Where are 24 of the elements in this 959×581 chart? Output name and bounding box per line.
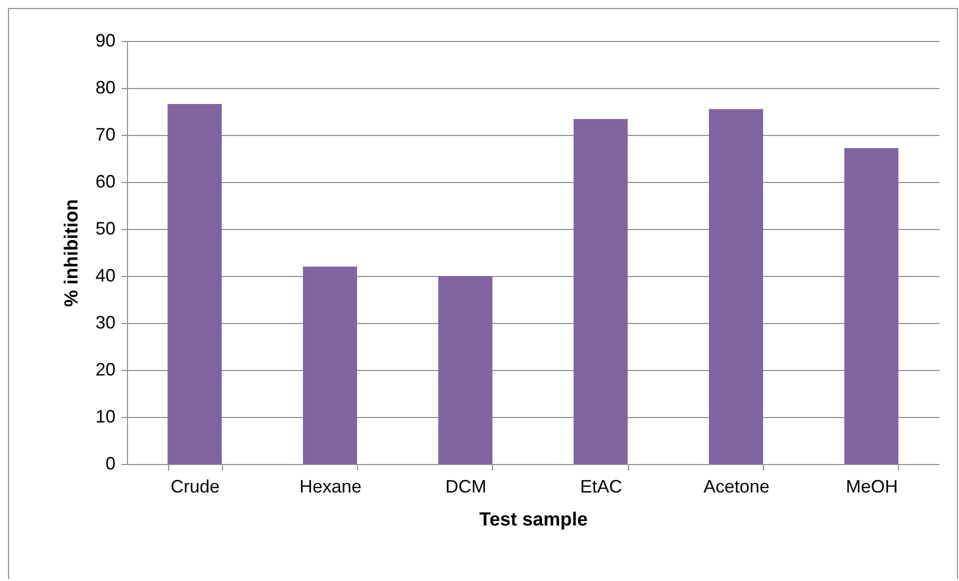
y-tick-label: 30 <box>95 312 116 332</box>
x-tick-label: Hexane <box>299 476 362 496</box>
x-tick-label: MeOH <box>846 476 898 496</box>
bar <box>168 104 222 464</box>
x-tick-label: Crude <box>170 476 220 496</box>
y-tick-label: 80 <box>95 78 116 98</box>
y-tick-label: 90 <box>95 30 116 50</box>
y-tick-label: 70 <box>95 124 116 144</box>
bar <box>574 119 628 464</box>
bar <box>302 266 358 464</box>
x-axis-title: Test sample <box>479 510 588 530</box>
y-tick-label: 20 <box>95 360 116 380</box>
x-tick-label: DCM <box>445 476 486 496</box>
bar <box>708 109 764 464</box>
y-tick-label: 10 <box>95 406 116 426</box>
bar <box>844 148 898 464</box>
x-tick-label: Acetone <box>703 476 770 496</box>
y-tick-label: 0 <box>105 454 116 474</box>
bar <box>438 276 492 464</box>
y-axis-title: % inhibition <box>61 199 82 307</box>
y-tick-label: 50 <box>95 218 116 238</box>
y-tick-label: 40 <box>95 266 116 286</box>
x-tick-label: EtAC <box>580 476 622 496</box>
y-tick-label: 60 <box>95 172 116 192</box>
